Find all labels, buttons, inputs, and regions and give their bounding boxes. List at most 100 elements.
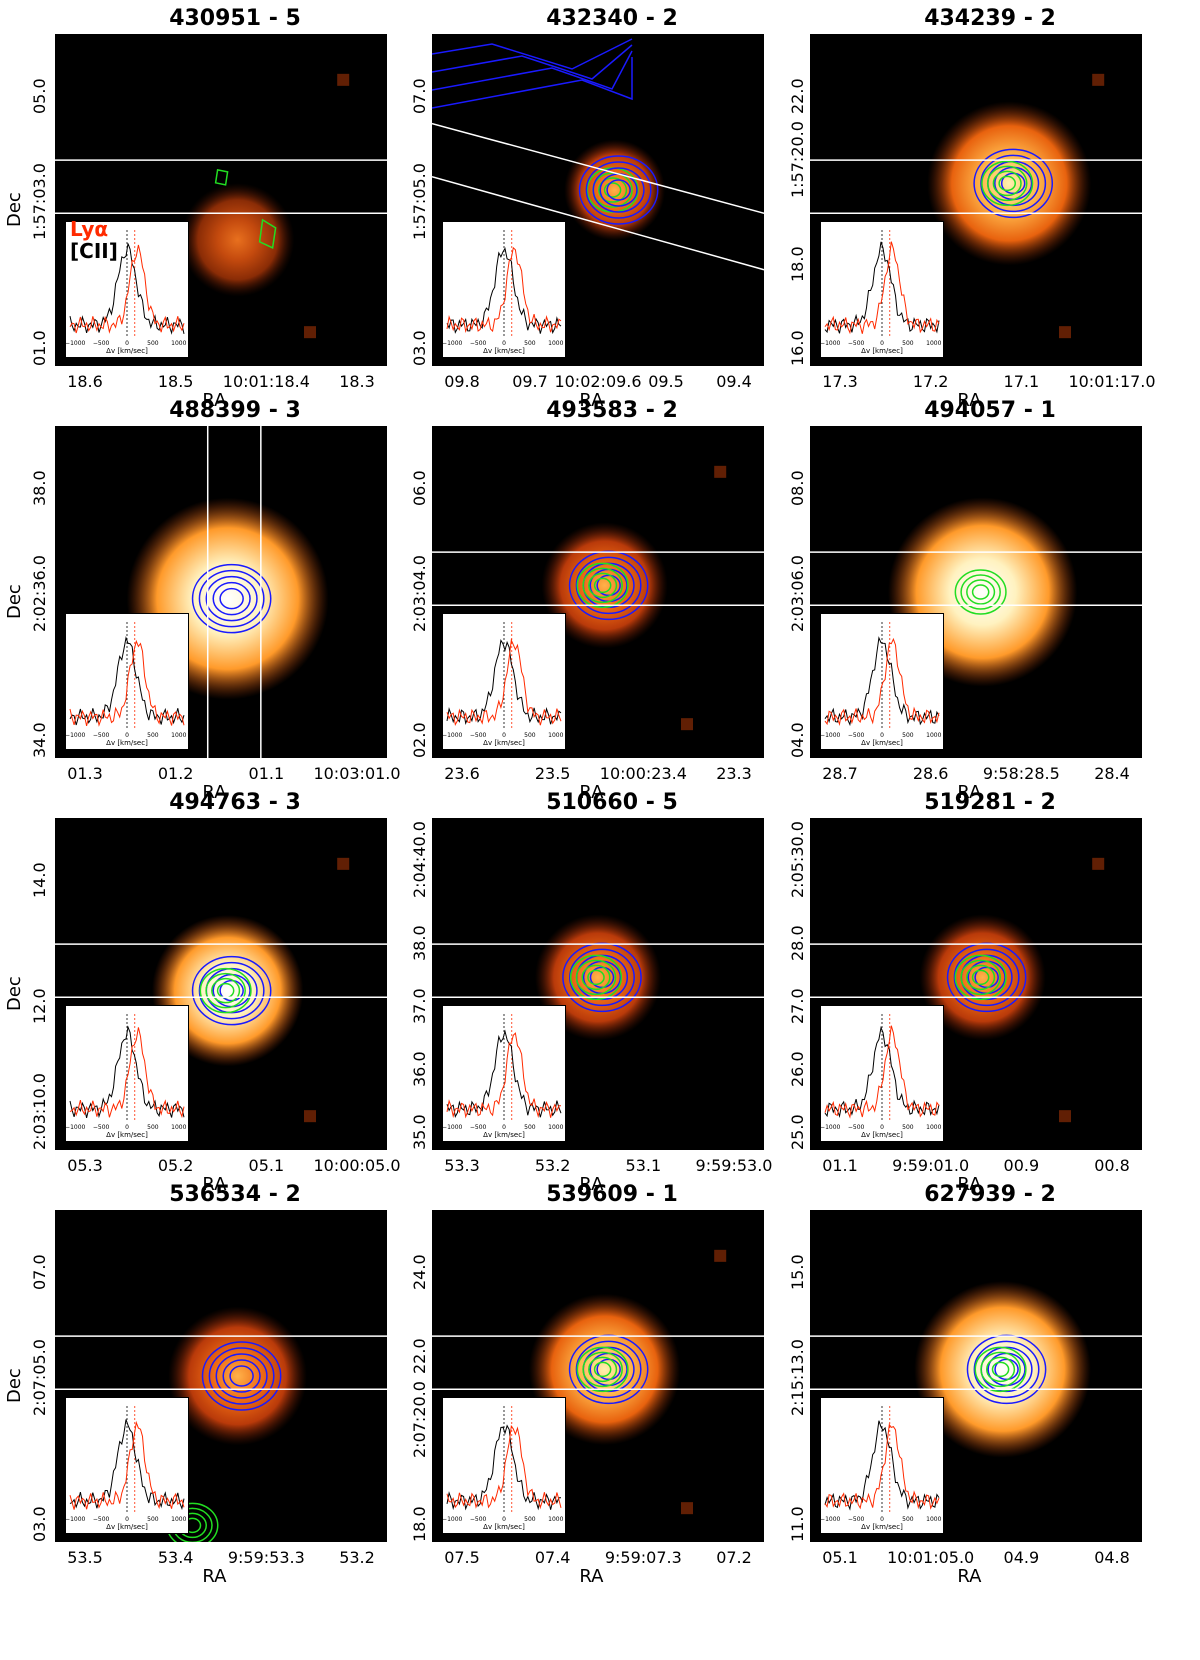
lya-spectrum [824, 241, 940, 335]
x-tick-label: 53.3 [444, 1156, 480, 1175]
inset-tick: −500 [470, 732, 487, 739]
slit-edge [432, 176, 764, 271]
cii-contour [596, 1358, 621, 1381]
inset-tick: −1000 [443, 732, 463, 739]
continuum-contour [258, 218, 277, 249]
continuum-contour [966, 579, 996, 605]
x-axis-label: RA [202, 1566, 227, 1587]
spectrum-svg: −1000 −500 0 500 1000 Δv [km/sec] [66, 1406, 187, 1531]
faint-source [714, 465, 727, 478]
continuum-contour [576, 1346, 629, 1393]
y-tick-label: 12.0 [30, 988, 49, 1024]
inset-tick: 1000 [548, 1516, 563, 1523]
x-tick-label: 28.4 [1094, 764, 1130, 783]
legend-cii: [CII] [70, 239, 118, 263]
x-tick-label: 07.2 [716, 1548, 752, 1567]
y-tick-label: 38.0 [30, 470, 49, 506]
cii-contour [980, 154, 1047, 213]
panel-title: 432340 - 2 [546, 6, 678, 31]
panel-title: 627939 - 2 [924, 1182, 1056, 1207]
y-tick-label: 06.0 [410, 470, 429, 506]
faint-source [714, 1249, 727, 1262]
faint-source [1059, 326, 1071, 339]
panel-title: 536534 - 2 [169, 1182, 301, 1207]
cii-contour [215, 1353, 268, 1399]
inset-tick: 0 [880, 1516, 884, 1523]
y-tick-label: 16.0 [788, 330, 807, 366]
inset-tick: 500 [902, 340, 914, 347]
legend-lya: Lyα [70, 217, 109, 241]
panel-7: 510660 - 5 −1000 −500 0 500 1000 Δv [km/sec] 53… [377, 788, 772, 1198]
cii-contour [966, 1334, 1047, 1405]
inset-tick: 0 [125, 340, 129, 347]
y-tick-label: 07.0 [30, 1254, 49, 1290]
lya-spectrum [446, 638, 562, 726]
y-tick-label: 38.0 [410, 925, 429, 961]
inset-tick: 1000 [926, 340, 941, 347]
y-tick-label: 03.0 [30, 1506, 49, 1542]
lya-spectrum [824, 1025, 940, 1119]
cii-contour [946, 942, 1027, 1013]
x-axis-label: RA [579, 782, 604, 803]
y-tick-label: 2:03:06.0 [788, 555, 807, 632]
x-tick-label: 00.9 [1003, 1156, 1040, 1175]
spectrum-inset: −1000 −500 0 500 1000 Δv [km/sec] [65, 1005, 189, 1142]
continuum-contour [992, 170, 1022, 197]
cii-contour [562, 942, 642, 1013]
inset-tick: 0 [125, 732, 129, 739]
panel-title: 494057 - 1 [924, 398, 1056, 423]
inset-tick: 1000 [926, 1124, 941, 1131]
inset-tick: 1000 [171, 340, 186, 347]
x-tick-label: 17.1 [1003, 372, 1040, 391]
panel-title: 539609 - 1 [546, 1182, 678, 1207]
continuum-contour [587, 969, 605, 986]
x-tick-label: 04.9 [1003, 1548, 1040, 1567]
spectrum-svg: −1000 −500 0 500 1000 Δv [km/sec] [821, 1406, 942, 1531]
x-tick-label: 18.6 [67, 372, 103, 391]
continuum-contour [581, 964, 611, 991]
y-tick-label: 2:03:10.0 [30, 1073, 49, 1150]
x-tick-label: 53.1 [625, 1156, 662, 1175]
x-tick-label: 17.2 [912, 372, 949, 391]
continuum-contour [588, 572, 618, 599]
lya-emission-blob [914, 1281, 1091, 1458]
inset-xlabel: Δv [km/sec] [106, 1523, 148, 1531]
inset-tick: −1000 [66, 1124, 86, 1131]
continuum-contour [593, 577, 612, 594]
x-axis-label: RA [579, 1174, 604, 1195]
spectrum-inset: −1000 −500 0 500 1000 Δv [km/sec] [442, 1005, 566, 1142]
x-tick-label: 9:59:53.3 [227, 1548, 305, 1567]
x-tick-label: 01.3 [67, 764, 103, 783]
x-tick-label: 23.5 [534, 764, 571, 783]
faint-source [1092, 857, 1105, 870]
x-tick-label: 10:03:01.0 [313, 764, 401, 783]
inset-tick: −1000 [443, 1124, 463, 1131]
inset-tick: −500 [848, 732, 865, 739]
slit-edge [432, 122, 764, 215]
cii-contour [974, 966, 999, 989]
lya-spectrum [69, 244, 185, 334]
inset-tick: −500 [848, 340, 865, 347]
inset-tick: −1000 [821, 1516, 841, 1523]
inset-xlabel: Δv [km/sec] [483, 1131, 525, 1139]
spectrum-svg: −1000 −500 0 500 1000 Δv [km/sec] [443, 230, 564, 355]
x-tick-label: 9:59:01.0 [892, 1156, 970, 1175]
cii-contour [222, 1359, 261, 1393]
x-tick-label: 10:01:17.0 [1068, 372, 1156, 391]
panel-0: 430951 - 5 −1000 −500 0 500 1000 Δv [km/sec] Ly… [0, 4, 390, 414]
x-tick-label: 23.3 [716, 764, 752, 783]
x-axis-label: RA [579, 390, 604, 411]
faint-source [304, 326, 316, 339]
lya-emission-blob [168, 1306, 307, 1446]
inset-tick: 0 [502, 1124, 506, 1131]
cii-contour [229, 1365, 254, 1387]
inset-tick: 500 [902, 732, 914, 739]
x-tick-label: 00.8 [1094, 1156, 1130, 1175]
panel-2: 434239 - 2 −1000 −500 0 500 1000 Δv [km/sec] 17… [755, 4, 1156, 414]
spectrum-svg: −1000 −500 0 500 1000 Δv [km/sec] [66, 622, 187, 747]
continuum-contour [582, 567, 623, 604]
x-axis-label: RA [957, 1174, 982, 1195]
y-tick-label: 2:05:30.0 [788, 821, 807, 898]
x-tick-label: 9:59:07.3 [604, 1548, 682, 1567]
panel-6: 494763 - 3 −1000 −500 0 500 1000 Δv [km/sec] 05… [0, 788, 401, 1198]
